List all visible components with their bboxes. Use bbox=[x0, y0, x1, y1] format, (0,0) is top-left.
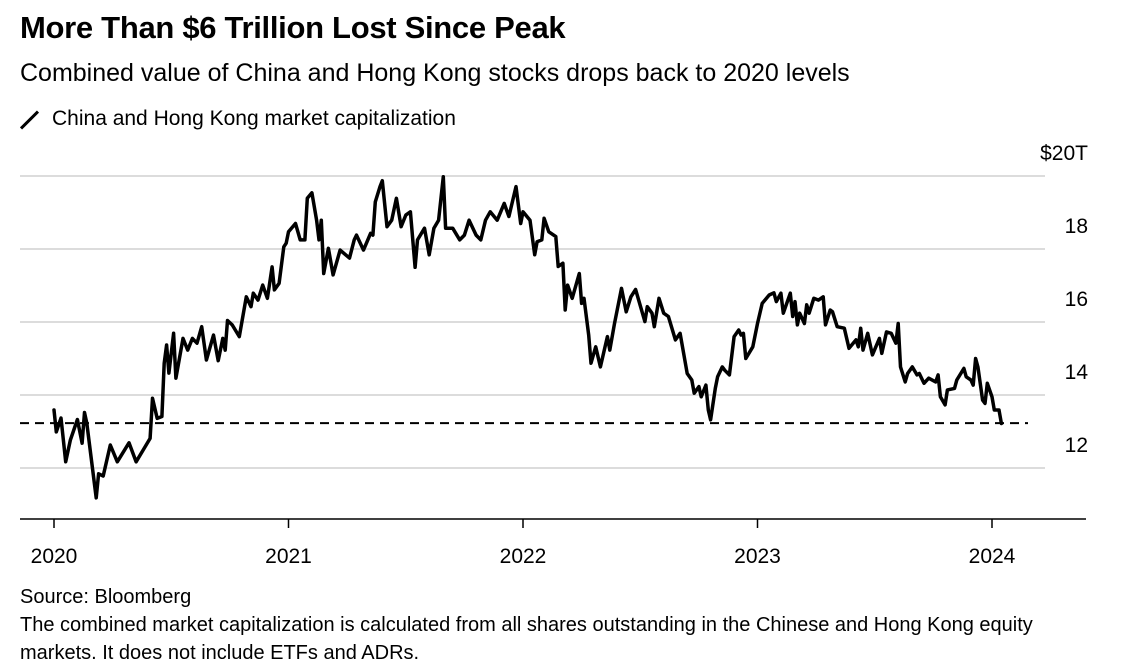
y-tick-label: 14 bbox=[1065, 361, 1089, 384]
series-line-market-cap bbox=[52, 174, 1004, 500]
y-tick-label: $20T bbox=[1040, 142, 1088, 165]
footer: Source: Bloomberg The combined market ca… bbox=[20, 583, 1100, 667]
x-tick-label: 2022 bbox=[500, 545, 547, 568]
x-tick-label: 2021 bbox=[265, 545, 312, 568]
source-note: Source: Bloomberg bbox=[20, 586, 192, 608]
x-tick-label: 2024 bbox=[969, 545, 1016, 568]
x-tick-label: 2023 bbox=[734, 545, 781, 568]
x-tick-label: 2020 bbox=[31, 545, 78, 568]
chart-subtitle: Combined value of China and Hong Kong st… bbox=[20, 59, 850, 87]
legend: China and Hong Kong market capitalizatio… bbox=[20, 107, 456, 131]
legend-label: China and Hong Kong market capitalizatio… bbox=[52, 107, 456, 130]
y-tick-label: 18 bbox=[1065, 215, 1088, 238]
chart-title: More Than $6 Trillion Lost Since Peak bbox=[20, 10, 566, 45]
methodology-note: The combined market capitalization is ca… bbox=[20, 614, 1033, 664]
y-tick-label: 16 bbox=[1065, 288, 1088, 311]
y-tick-label: 12 bbox=[1065, 434, 1088, 457]
